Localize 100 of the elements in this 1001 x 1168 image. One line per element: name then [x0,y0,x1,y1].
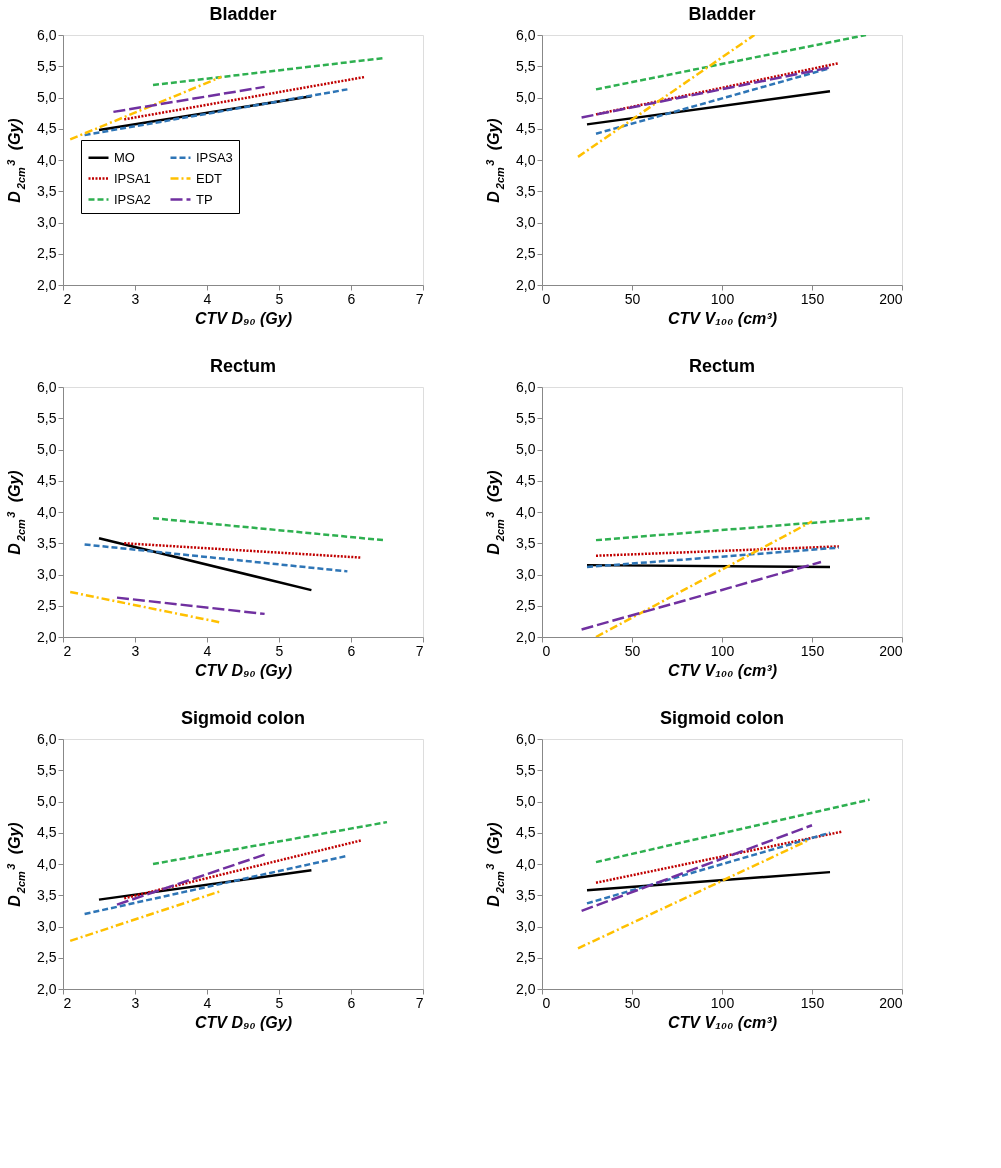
y-tick-label: 4,0 [37,855,57,872]
y-tick-label: 5,5 [37,409,57,426]
x-tick-label: 100 [710,642,735,659]
y-tick-label: 4,0 [37,503,57,520]
x-tick-label: 100 [710,994,735,1011]
x-axis-title: CTV V₁₀₀ (cm³) [668,309,777,327]
chart-title: Sigmoid colon [181,708,305,728]
x-tick-label: 2 [63,290,72,307]
legend-label: IPSA2 [114,191,151,207]
y-tick-label: 2,5 [37,949,57,966]
y-tick-label: 3,5 [516,886,536,903]
legend-label: IPSA1 [114,170,151,186]
y-tick-label: 5,0 [37,89,57,105]
y-tick-label: 5,0 [37,793,57,809]
y-axis-title: D2cm3 (Gy) [5,118,27,203]
x-tick-label: 50 [624,290,641,307]
x-tick-label: 5 [275,642,284,659]
x-tick-label: 200 [879,994,903,1011]
x-axis-title: CTV V₁₀₀ (cm³) [668,1013,777,1031]
legend-label: MO [114,149,135,165]
x-tick-label: 5 [275,290,284,307]
x-tick-label: 4 [203,994,212,1011]
y-axis-title: D2cm3 (Gy) [484,470,506,555]
y-tick-label: 6,0 [516,26,536,43]
y-tick-label: 5,5 [37,761,57,778]
y-tick-label: 3,5 [37,886,57,903]
x-tick-label: 4 [203,290,212,307]
x-tick-label: 150 [800,994,825,1011]
chart-title: Bladder [209,4,277,24]
x-axis-title: CTV D₉₀ (Gy) [194,309,293,327]
y-axis-title: D2cm3 (Gy) [5,822,27,907]
y-tick-label: 5,5 [516,761,536,778]
y-tick-label: 6,0 [516,378,536,395]
x-axis-title: CTV D₉₀ (Gy) [194,661,293,679]
y-tick-label: 3,5 [37,182,57,199]
chart-title: Rectum [209,356,277,376]
legend-label: EDT [196,170,223,186]
x-tick-label: 7 [415,994,424,1011]
x-tick-label: 50 [624,994,641,1011]
x-tick-label: 3 [131,994,140,1011]
y-tick-label: 2,0 [516,276,536,293]
y-tick-label: 4,0 [516,503,536,520]
y-tick-label: 5,0 [516,793,536,809]
x-axis-title: CTV D₉₀ (Gy) [194,1013,293,1031]
x-tick-label: 0 [542,994,551,1011]
y-axis-title: D2cm3 (Gy) [484,822,506,907]
y-tick-label: 2,0 [37,628,57,645]
y-tick-label: 4,0 [516,151,536,168]
x-tick-label: 5 [275,994,284,1011]
y-tick-label: 5,0 [37,441,57,457]
x-tick-label: 200 [879,290,903,307]
y-tick-label: 4,5 [516,120,536,137]
y-tick-label: 4,5 [516,472,536,489]
chart-title: Rectum [688,356,756,376]
y-tick-label: 4,5 [37,120,57,137]
y-tick-label: 3,0 [516,566,536,582]
y-tick-label: 6,0 [516,730,536,747]
x-tick-label: 200 [879,642,903,659]
y-tick-label: 3,5 [516,182,536,199]
y-tick-label: 4,5 [37,824,57,841]
x-tick-label: 0 [542,290,551,307]
x-tick-label: 3 [131,642,140,659]
y-tick-label: 3,0 [516,918,536,934]
x-tick-label: 4 [203,642,212,659]
y-tick-label: 6,0 [37,26,57,43]
x-tick-label: 0 [542,642,551,659]
y-tick-label: 2,5 [516,245,536,262]
y-tick-label: 4,0 [516,855,536,872]
y-tick-label: 2,5 [516,949,536,966]
y-tick-label: 6,0 [37,730,57,747]
legend-label: IPSA3 [196,149,233,165]
x-tick-label: 150 [800,290,825,307]
chart-title: Sigmoid colon [660,708,784,728]
y-tick-label: 3,5 [37,534,57,551]
y-tick-label: 4,0 [37,151,57,168]
legend-label: TP [196,191,213,207]
y-tick-label: 2,0 [37,980,57,997]
x-tick-label: 3 [131,290,140,307]
x-tick-label: 6 [347,994,356,1011]
x-tick-label: 7 [415,290,424,307]
y-tick-label: 3,0 [37,918,57,934]
x-tick-label: 100 [710,290,735,307]
y-axis-title: D2cm3 (Gy) [5,470,27,555]
y-tick-label: 2,0 [516,980,536,997]
y-tick-label: 5,0 [516,441,536,457]
y-tick-label: 3,0 [37,214,57,230]
y-tick-label: 6,0 [37,378,57,395]
x-tick-label: 6 [347,290,356,307]
x-tick-label: 2 [63,642,72,659]
y-tick-label: 2,5 [37,245,57,262]
y-tick-label: 5,5 [516,57,536,74]
y-tick-label: 2,0 [37,276,57,293]
x-tick-label: 6 [347,642,356,659]
y-tick-label: 5,5 [37,57,57,74]
x-axis-title: CTV V₁₀₀ (cm³) [668,661,777,679]
x-tick-label: 150 [800,642,825,659]
y-tick-label: 3,0 [516,214,536,230]
y-tick-label: 2,5 [516,597,536,614]
y-tick-label: 3,5 [516,534,536,551]
y-axis-title: D2cm3 (Gy) [484,118,506,203]
